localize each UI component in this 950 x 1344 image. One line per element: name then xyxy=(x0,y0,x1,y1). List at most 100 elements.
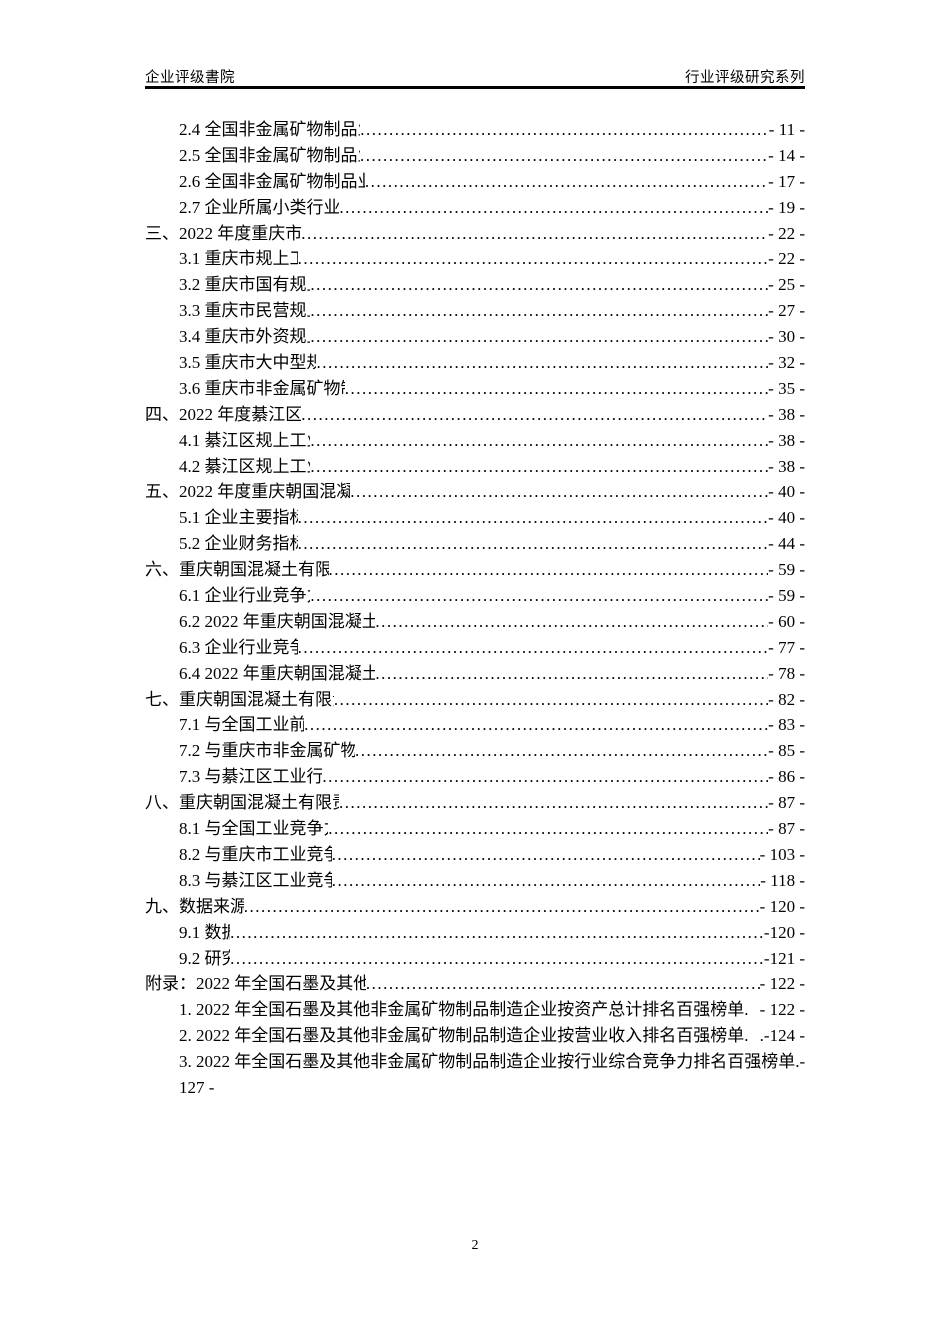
toc-entry[interactable]: 7.2 与重庆市非金属矿物制品业行业前 5 家重点企业比较 - 85 - xyxy=(145,738,805,764)
toc-page-number: - 38 - xyxy=(768,456,805,476)
toc-entry[interactable]: 1. 2022 年全国石墨及其他非金属矿物制品制造企业按资产总计排名百强榜单. … xyxy=(145,997,805,1023)
toc-entry[interactable]: 3.4 重庆市外资规上工业企业运营情况 - 30 - xyxy=(145,324,805,350)
toc-page-number: - 40 - xyxy=(768,508,805,528)
dot-leader xyxy=(360,117,769,143)
toc-entry-label: 六、重庆朝国混凝土有限责任公司行业竞争力综合评级 xyxy=(145,560,329,580)
toc-entry[interactable]: 三、2022 年度重庆市规上工业企业运营分析 - 22 - xyxy=(145,221,805,247)
toc-page-number: - 122 - xyxy=(759,974,805,994)
toc-entry[interactable]: 8.2 与重庆市工业竞争力比较优劣势及发展建议 - 103 - xyxy=(145,842,805,868)
toc-entry-label: 四、2022 年度綦江区规上工业企业运营分析 xyxy=(145,404,302,424)
dot-leader xyxy=(332,842,760,868)
toc-entry-label: 7.3 与綦江区工业行业前 5 家重点企业比较 xyxy=(179,767,323,787)
dot-leader xyxy=(310,272,768,298)
toc-entry[interactable]: 3. 2022 年全国石墨及其他非金属矿物制品制造企业按行业综合竞争力排名百强榜… xyxy=(145,1049,805,1075)
header-right-text: 行业评级研究系列 xyxy=(685,70,805,86)
toc-entry-label: 九、数据来源及研究方法 xyxy=(145,896,244,916)
header-left-text: 企业评级書院 xyxy=(145,70,235,86)
toc-entry[interactable]: 2.4 全国非金属矿物制品业行业民营规上工业企业运营情况 - 11 - xyxy=(145,117,805,143)
toc-entry[interactable]: 3.5 重庆市大中型规上工业企业运营情况 - 32 - xyxy=(145,350,805,376)
dot-leader xyxy=(244,894,760,920)
toc-page-number: - 87 - xyxy=(768,793,805,813)
toc-entry[interactable]: 3.2 重庆市国有规上工业企业运营情况 - 25 - xyxy=(145,272,805,298)
toc-entry-label: 3.2 重庆市国有规上工业企业运营情况 xyxy=(179,275,310,295)
dot-leader xyxy=(298,246,769,272)
toc-entry[interactable]: 6.4 2022 年重庆朝国混凝土有限责任公司行业竞争力综合评级结果 - 78 … xyxy=(145,661,805,687)
toc-entry[interactable]: 2. 2022 年全国石墨及其他非金属矿物制品制造企业按营业收入排名百强榜单. … xyxy=(145,1023,805,1049)
toc-entry[interactable]: 3.3 重庆市民营规上工业企业运营情况 - 27 - xyxy=(145,298,805,324)
toc-entry-label: 七、重庆朝国混凝土有限责任公司竞争力与重点企业比较 xyxy=(145,689,334,709)
toc-page-number: - 59 - xyxy=(768,586,805,606)
dot-leader xyxy=(332,868,761,894)
toc-entry[interactable]: 五、2022 年度重庆朝国混凝土有限责任公司运营指标及比较分析 - 40 - xyxy=(145,479,805,505)
dot-leader xyxy=(334,687,768,713)
toc-entry-label: 3.6 重庆市非金属矿物制品业规上工业企业运营情况 xyxy=(179,378,345,398)
toc-entry-label: 3. 2022 年全国石墨及其他非金属矿物制品制造企业按行业综合竞争力排名百强榜… xyxy=(179,1052,805,1072)
toc-entry[interactable]: 附录：2022 年全国石墨及其他非金属矿物制品制造专精特新企业百强榜单 - 12… xyxy=(145,971,805,997)
toc-entry[interactable]: 6.2 2022 年重庆朝国混凝土有限责任公司行业竞争力综合评级得分 - 60 … xyxy=(145,609,805,635)
toc-entry[interactable]: 6.3 企业行业竞争力综合评级标准 - 77 - xyxy=(145,635,805,661)
toc-entry-label: 2.6 全国非金属矿物制品业行业大中型规上工业企业运营情况 xyxy=(179,171,365,191)
toc-page-number: - 40 - xyxy=(768,482,805,502)
toc-entry[interactable]: 5.2 企业财务指标及行业比较分析 - 44 - xyxy=(145,531,805,557)
toc-entry-label: 7.1 与全国工业前 5 家重点企业比较 xyxy=(179,715,305,735)
toc-entry[interactable]: 3.6 重庆市非金属矿物制品业规上工业企业运营情况 - 35 - xyxy=(145,376,805,402)
toc-entry[interactable]: 4.2 綦江区规上工业企业财务能力情况 - 38 - xyxy=(145,454,805,480)
toc-page-number: - 85 - xyxy=(768,741,805,761)
toc-entry[interactable]: 2.7 企业所属小类行业全国规上工业企业运营情况 - 19 - xyxy=(145,195,805,221)
toc-page-number: - 120 - xyxy=(759,896,805,916)
toc-entry[interactable]: 2.6 全国非金属矿物制品业行业大中型规上工业企业运营情况 - 17 - xyxy=(145,169,805,195)
toc-entry-label: 5.2 企业财务指标及行业比较分析 xyxy=(179,534,298,554)
toc-entry[interactable]: 9.2 研究方法 -121 - xyxy=(145,946,805,972)
dot-leader xyxy=(339,790,768,816)
toc-entry[interactable]: 5.1 企业主要指标及行业占比分析 - 40 - xyxy=(145,505,805,531)
toc-page-number: -121 - xyxy=(763,948,805,968)
toc-entry[interactable]: 127 - xyxy=(145,1075,805,1101)
toc-page-number: - 30 - xyxy=(768,327,805,347)
toc-entry[interactable]: 8.1 与全国工业竞争力比较优劣势及发展建议 - 87 - xyxy=(145,816,805,842)
toc-entry[interactable]: 7.1 与全国工业前 5 家重点企业比较 - 83 - xyxy=(145,712,805,738)
toc-entry[interactable]: 七、重庆朝国混凝土有限责任公司竞争力与重点企业比较 - 82 - xyxy=(145,687,805,713)
toc-entry[interactable]: 4.1 綦江区规上工业企业主要运行指标 - 38 - xyxy=(145,428,805,454)
toc-entry-label: 2.4 全国非金属矿物制品业行业民营规上工业企业运营情况 xyxy=(179,120,360,139)
toc-entry[interactable]: 3.1 重庆市规上工业企业运营情况 - 22 - xyxy=(145,246,805,272)
toc-entry[interactable]: 2.5 全国非金属矿物制品业行业外资规上工业企业运营情况 - 14 - xyxy=(145,143,805,169)
toc-entry[interactable]: 八、重庆朝国混凝土有限责任公司竞争力优劣势及相关建议 - 87 - xyxy=(145,790,805,816)
toc-page-number: - 59 - xyxy=(768,560,805,580)
dot-leader xyxy=(345,376,768,402)
dot-leader xyxy=(375,609,768,635)
dot-leader xyxy=(298,531,769,557)
toc-entry-label: 3.1 重庆市规上工业企业运营情况 xyxy=(179,249,298,269)
page-number: 2 xyxy=(471,1238,479,1253)
toc-entry-label: 附录：2022 年全国石墨及其他非金属矿物制品制造专精特新企业百强榜单 xyxy=(145,974,366,994)
table-of-contents: 2.4 全国非金属矿物制品业行业民营规上工业企业运营情况 - 11 - 2.5 … xyxy=(145,117,805,1101)
toc-entry[interactable]: 7.3 与綦江区工业行业前 5 家重点企业比较 - 86 - xyxy=(145,764,805,790)
toc-entry-label: 2.7 企业所属小类行业全国规上工业企业运营情况 xyxy=(179,197,340,217)
toc-entry[interactable]: 6.1 企业行业竞争力综合评级评分方法 - 59 - xyxy=(145,583,805,609)
toc-entry-label: 4.2 綦江区规上工业企业财务能力情况 xyxy=(179,456,310,476)
toc-entry[interactable]: 九、数据来源及研究方法 - 120 - xyxy=(145,894,805,920)
toc-entry-label: 8.2 与重庆市工业竞争力比较优劣势及发展建议 xyxy=(179,844,332,864)
toc-entry[interactable]: 六、重庆朝国混凝土有限责任公司行业竞争力综合评级 - 59 - xyxy=(145,557,805,583)
dot-leader xyxy=(329,557,769,583)
dot-leader xyxy=(339,195,768,221)
toc-page-number: - 82 - xyxy=(768,689,805,709)
dot-leader xyxy=(310,428,768,454)
toc-page-number: - 27 - xyxy=(768,301,805,321)
toc-entry[interactable]: 8.3 与綦江区工业竞争力比较优劣势及发展建议 - 118 - xyxy=(145,868,805,894)
toc-page-number: - 19 - xyxy=(768,197,805,217)
toc-page-number: - 103 - xyxy=(759,844,805,864)
dot-leader xyxy=(350,479,768,505)
toc-page-number: - 83 - xyxy=(768,715,805,735)
toc-page-number: - 25 - xyxy=(768,275,805,295)
toc-entry-label: 三、2022 年度重庆市规上工业企业运营分析 xyxy=(145,223,302,243)
toc-entry-label: 7.2 与重庆市非金属矿物制品业行业前 5 家重点企业比较 xyxy=(179,741,356,761)
dot-leader xyxy=(365,169,768,195)
toc-entry-label: 6.4 2022 年重庆朝国混凝土有限责任公司行业竞争力综合评级结果 xyxy=(179,663,376,683)
toc-page-number: - 86 - xyxy=(768,767,805,787)
toc-entry[interactable]: 9.1 数据来源 -120 - xyxy=(145,920,805,946)
toc-entry-label: 1. 2022 年全国石墨及其他非金属矿物制品制造企业按资产总计排名百强榜单. xyxy=(179,1000,749,1020)
dot-leader xyxy=(316,350,768,376)
toc-page-number: - 122 - xyxy=(759,1000,805,1020)
toc-entry[interactable]: 四、2022 年度綦江区规上工业企业运营分析 - 38 - xyxy=(145,402,805,428)
